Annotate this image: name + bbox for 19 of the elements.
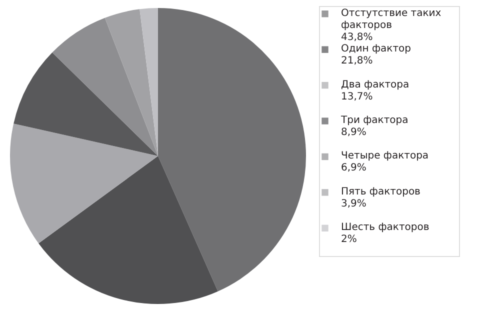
legend-label: Два фактора [341, 79, 410, 90]
data-label: 3,9% [341, 198, 366, 210]
data-label: 21,8% [341, 56, 373, 67]
legend-label: Один фактор [341, 44, 412, 55]
data-label: 43,8% [341, 32, 373, 43]
data-label: 2% [341, 234, 357, 246]
pie-slice [158, 8, 306, 292]
legend-label: Отстутствие таких факторов [341, 8, 442, 31]
legend-label: Пять факторов [341, 186, 421, 198]
data-label: 13,7% [341, 91, 373, 102]
data-label: 6,9% [341, 162, 366, 174]
legend-label: Четыре фактора [341, 150, 429, 162]
pie-slice [52, 18, 158, 156]
pie-slice [104, 9, 158, 156]
pie-slice [10, 124, 158, 244]
pie-slice [140, 8, 158, 156]
data-label: 8,9% [341, 127, 366, 138]
legend-label: Шесть факторов [341, 222, 430, 234]
legend-label: Три фактора [340, 115, 408, 126]
